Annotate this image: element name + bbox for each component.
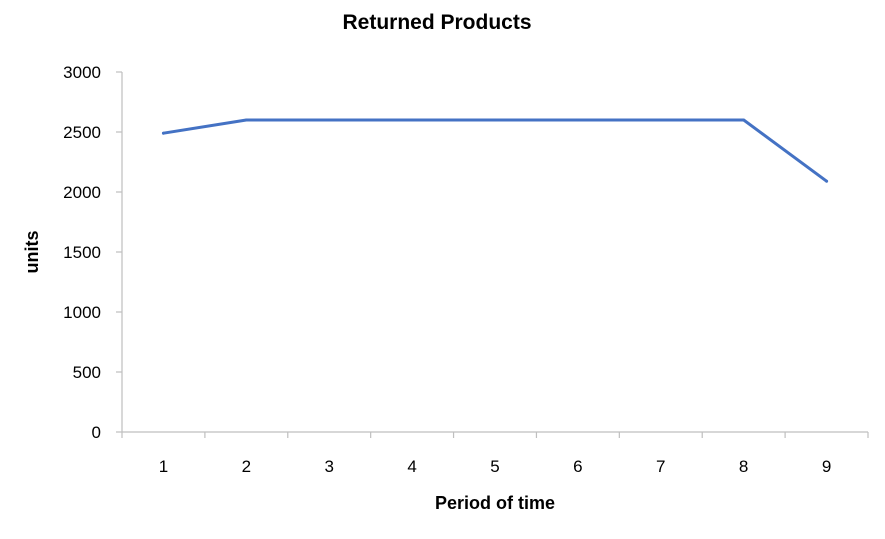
x-tick-label: 8 bbox=[739, 457, 748, 476]
data-point bbox=[244, 118, 248, 122]
x-tick-label: 2 bbox=[242, 457, 251, 476]
x-axis-title: Period of time bbox=[435, 493, 555, 513]
data-point bbox=[659, 118, 663, 122]
chart-title: Returned Products bbox=[342, 11, 531, 34]
y-tick-label: 1000 bbox=[63, 303, 101, 322]
x-tick-label: 3 bbox=[324, 457, 333, 476]
data-point bbox=[742, 118, 746, 122]
x-tick-label: 6 bbox=[573, 457, 582, 476]
data-point bbox=[162, 131, 165, 135]
y-tick-label: 3000 bbox=[63, 63, 101, 82]
series-line bbox=[161, 118, 829, 183]
x-axis-ticks: 1 2 3 4 5 6 7 8 9 bbox=[121, 432, 869, 476]
x-tick-label: 1 bbox=[159, 457, 168, 476]
y-axis-ticks: 0 500 1000 1500 2000 2500 3000 bbox=[63, 63, 122, 442]
x-tick-label: 4 bbox=[407, 457, 416, 476]
y-tick-label: 0 bbox=[92, 423, 101, 442]
y-tick-label: 2000 bbox=[63, 183, 101, 202]
y-tick-label: 500 bbox=[73, 363, 101, 382]
x-tick-label: 7 bbox=[656, 457, 665, 476]
y-tick-label: 1500 bbox=[63, 243, 101, 262]
x-tick-label: 9 bbox=[822, 457, 831, 476]
data-point bbox=[576, 118, 580, 122]
data-point bbox=[493, 118, 497, 122]
data-point bbox=[327, 118, 331, 122]
data-point bbox=[410, 118, 414, 122]
x-tick-label: 5 bbox=[490, 457, 499, 476]
data-point bbox=[825, 179, 828, 183]
y-axis-title: units bbox=[22, 231, 42, 274]
series-layer bbox=[161, 118, 829, 183]
axes bbox=[121, 72, 868, 433]
y-tick-label: 2500 bbox=[63, 123, 101, 142]
